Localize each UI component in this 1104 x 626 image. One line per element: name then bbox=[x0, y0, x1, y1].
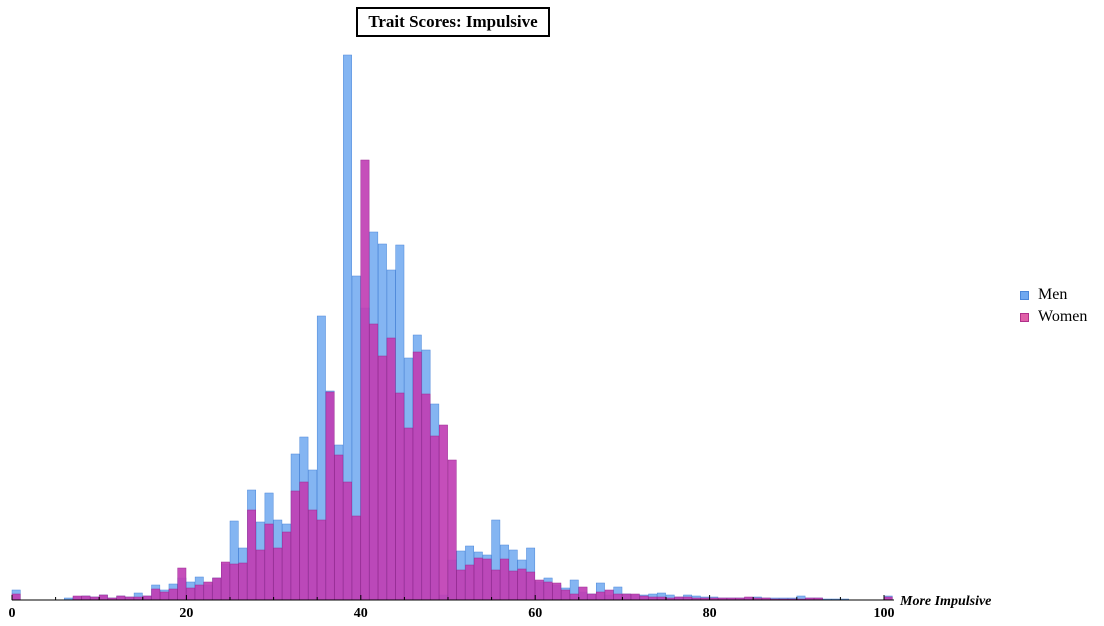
women-bar bbox=[412, 351, 422, 601]
women-bar bbox=[491, 569, 501, 601]
women-bar bbox=[377, 355, 387, 601]
women-bar bbox=[500, 558, 509, 601]
women-bar bbox=[613, 593, 623, 601]
chart-legend: Men Women bbox=[1020, 284, 1087, 328]
legend-label-women: Women bbox=[1038, 308, 1088, 325]
women-bar bbox=[238, 562, 248, 601]
women-bar bbox=[98, 594, 108, 601]
women-bar bbox=[116, 595, 126, 601]
legend-item-women: Women bbox=[1020, 306, 1087, 328]
women-bar bbox=[622, 593, 631, 601]
women-bar bbox=[534, 579, 544, 601]
women-bar bbox=[569, 593, 579, 601]
x-axis-label: More Impulsive bbox=[899, 594, 991, 609]
women-bar bbox=[299, 481, 309, 601]
women-bar bbox=[439, 424, 448, 601]
women-bar bbox=[395, 392, 405, 601]
women-bar bbox=[290, 490, 300, 601]
x-tick-label: 80 bbox=[703, 606, 717, 621]
women-bar bbox=[447, 459, 457, 601]
legend-item-men: Men bbox=[1020, 284, 1087, 306]
women-bar bbox=[360, 159, 370, 601]
women-bar bbox=[404, 427, 413, 601]
women-bar bbox=[11, 593, 21, 601]
women-bar bbox=[221, 561, 230, 601]
women-bar bbox=[630, 593, 640, 601]
women-bar bbox=[334, 454, 344, 601]
women-bar bbox=[595, 591, 605, 601]
women-bar bbox=[229, 563, 239, 601]
x-tick-label: 60 bbox=[528, 606, 542, 621]
legend-swatch-men bbox=[1020, 290, 1029, 300]
women-bar bbox=[473, 557, 483, 601]
women-bar bbox=[273, 547, 283, 601]
women-bar bbox=[578, 586, 588, 601]
women-bar bbox=[159, 591, 169, 601]
women-bar bbox=[456, 569, 466, 601]
x-tick-label: 20 bbox=[179, 606, 193, 621]
x-tick-label: 100 bbox=[874, 606, 895, 621]
women-bar bbox=[552, 582, 562, 601]
women-bar bbox=[247, 509, 257, 601]
women-bars bbox=[11, 159, 893, 601]
x-axis: 0 20 40 60 80 100 More Impulsive bbox=[9, 594, 992, 621]
women-bar bbox=[561, 589, 570, 601]
women-bar bbox=[639, 595, 649, 601]
women-bar bbox=[168, 588, 178, 601]
women-bar bbox=[212, 577, 222, 601]
women-bar bbox=[465, 564, 475, 601]
women-bar bbox=[194, 584, 204, 601]
women-bar bbox=[369, 323, 379, 601]
legend-swatch-women bbox=[1020, 312, 1029, 322]
women-bar bbox=[482, 558, 492, 601]
women-bar bbox=[81, 595, 91, 601]
women-bar bbox=[316, 519, 326, 601]
women-bar bbox=[255, 549, 265, 601]
women-bar bbox=[421, 393, 431, 601]
women-bar bbox=[325, 391, 335, 601]
women-bar bbox=[343, 481, 352, 601]
women-bar bbox=[508, 570, 518, 601]
women-bar bbox=[543, 581, 553, 601]
women-bar bbox=[203, 581, 213, 601]
women-bar bbox=[308, 509, 318, 601]
women-bar bbox=[72, 595, 82, 601]
women-bar bbox=[526, 571, 536, 601]
women-bar bbox=[282, 531, 291, 601]
women-bar bbox=[604, 589, 614, 601]
women-bar bbox=[430, 435, 440, 601]
women-bar bbox=[351, 515, 361, 601]
women-bar bbox=[177, 567, 187, 601]
women-bar bbox=[186, 587, 195, 601]
women-bar bbox=[386, 337, 396, 601]
women-bar bbox=[142, 595, 152, 601]
chart-title: Trait Scores: Impulsive bbox=[356, 7, 550, 37]
x-tick-label: 40 bbox=[354, 606, 368, 621]
women-bar bbox=[517, 568, 527, 601]
women-bar bbox=[264, 523, 274, 601]
women-bar bbox=[151, 588, 161, 601]
legend-label-men: Men bbox=[1038, 286, 1068, 303]
women-bar bbox=[587, 593, 597, 601]
x-tick-label: 0 bbox=[9, 606, 16, 621]
